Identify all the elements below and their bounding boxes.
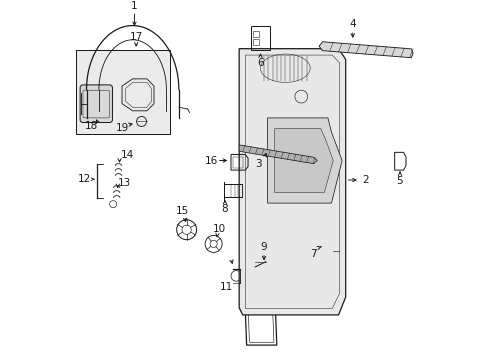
Polygon shape [267,118,342,203]
Polygon shape [239,145,317,164]
Bar [76,50,170,134]
Text: 14: 14 [121,150,134,160]
Bar [252,39,259,45]
Polygon shape [274,129,332,193]
Text: 13: 13 [118,178,131,188]
FancyBboxPatch shape [80,85,112,122]
Text: 16: 16 [204,156,218,166]
Text: 17: 17 [129,32,142,42]
Polygon shape [318,42,412,58]
Text: 4: 4 [349,19,355,29]
Text: 18: 18 [84,121,98,131]
Text: 11: 11 [219,282,232,292]
Text: 3: 3 [255,159,262,169]
Text: 2: 2 [361,175,368,185]
Text: 8: 8 [221,204,228,215]
Text: 15: 15 [175,206,189,216]
Text: 5: 5 [396,176,403,186]
Text: 12: 12 [77,174,90,184]
Text: 7: 7 [310,248,316,258]
Text: 10: 10 [212,224,225,234]
Text: 6: 6 [257,58,263,68]
Bar [250,27,270,50]
Text: 1: 1 [131,1,138,11]
Text: 19: 19 [115,123,128,133]
Bar [252,31,259,37]
Polygon shape [239,49,345,315]
Bar [232,157,243,168]
Text: 9: 9 [260,243,267,252]
